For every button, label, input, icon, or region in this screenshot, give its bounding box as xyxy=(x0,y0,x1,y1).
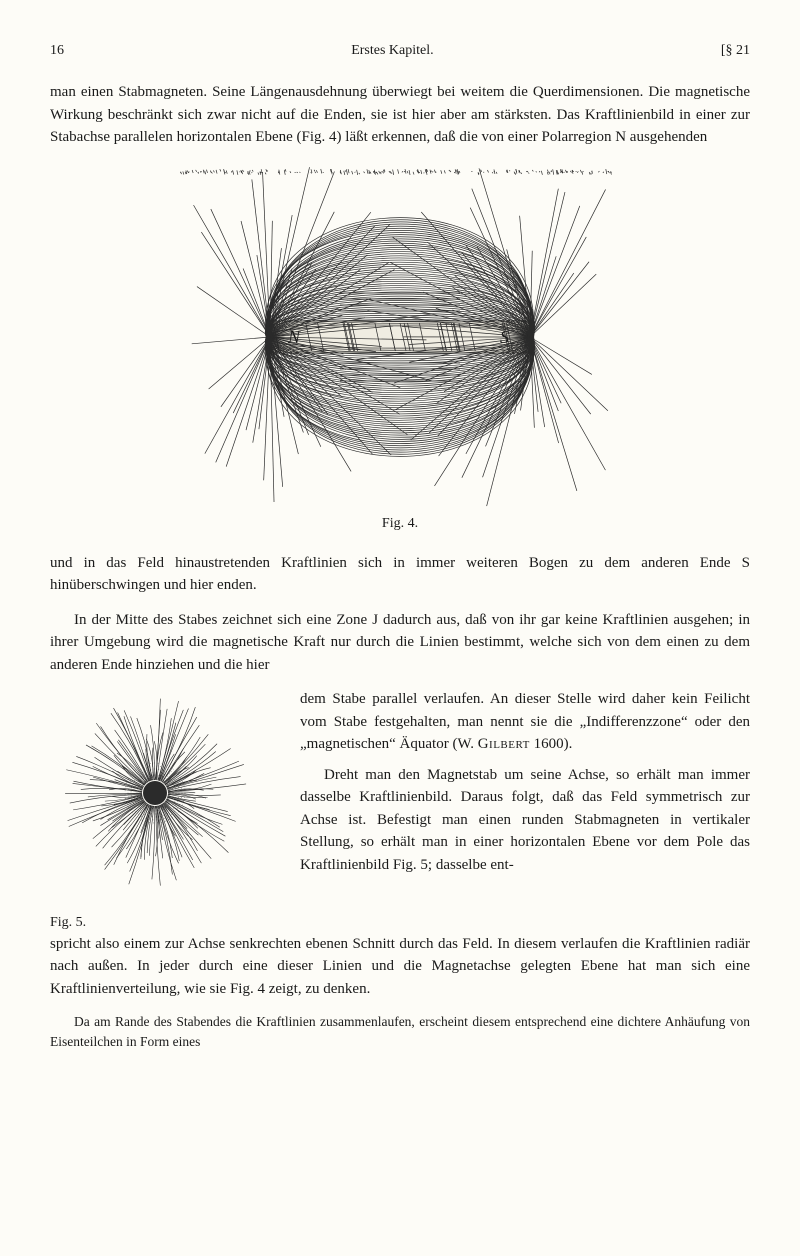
two-column-block: Fig. 5. dem Stabe parallel verlaufen. An… xyxy=(50,688,750,933)
right-text-column: dem Stabe parallel verlaufen. An dieser … xyxy=(300,688,750,888)
fig5-svg xyxy=(50,688,260,898)
col-text-b: Dreht man den Magnetstab um seine Achse,… xyxy=(300,764,750,877)
col-text-a2: 1600). xyxy=(530,736,573,752)
page-number-right: [§ 21 xyxy=(721,40,750,61)
running-head: 16 Erstes Kapitel. [§ 21 xyxy=(50,40,750,61)
body-para-3: In der Mitte des Stabes zeichnet sich ei… xyxy=(50,609,750,677)
footnote: Da am Rande des Stabendes die Kraftlinie… xyxy=(50,1012,750,1053)
figure-4: NS Fig. 4. xyxy=(50,167,750,534)
body-para-4: spricht also einem zur Achse senkrechten… xyxy=(50,933,750,1001)
fig4-caption: Fig. 4. xyxy=(50,513,750,534)
body-para-1: man einen Stabmagneten. Seine Längenausd… xyxy=(50,81,750,149)
page-number-left: 16 xyxy=(50,40,64,61)
figure-5-column: Fig. 5. xyxy=(50,688,280,933)
gilbert-name: Gilbert xyxy=(478,736,530,752)
fig5-caption: Fig. 5. xyxy=(50,912,280,933)
fig4-svg: NS xyxy=(180,167,620,507)
chapter-title: Erstes Kapitel. xyxy=(64,40,721,61)
body-para-2: und in das Feld hinaustretenden Kraftlin… xyxy=(50,552,750,597)
